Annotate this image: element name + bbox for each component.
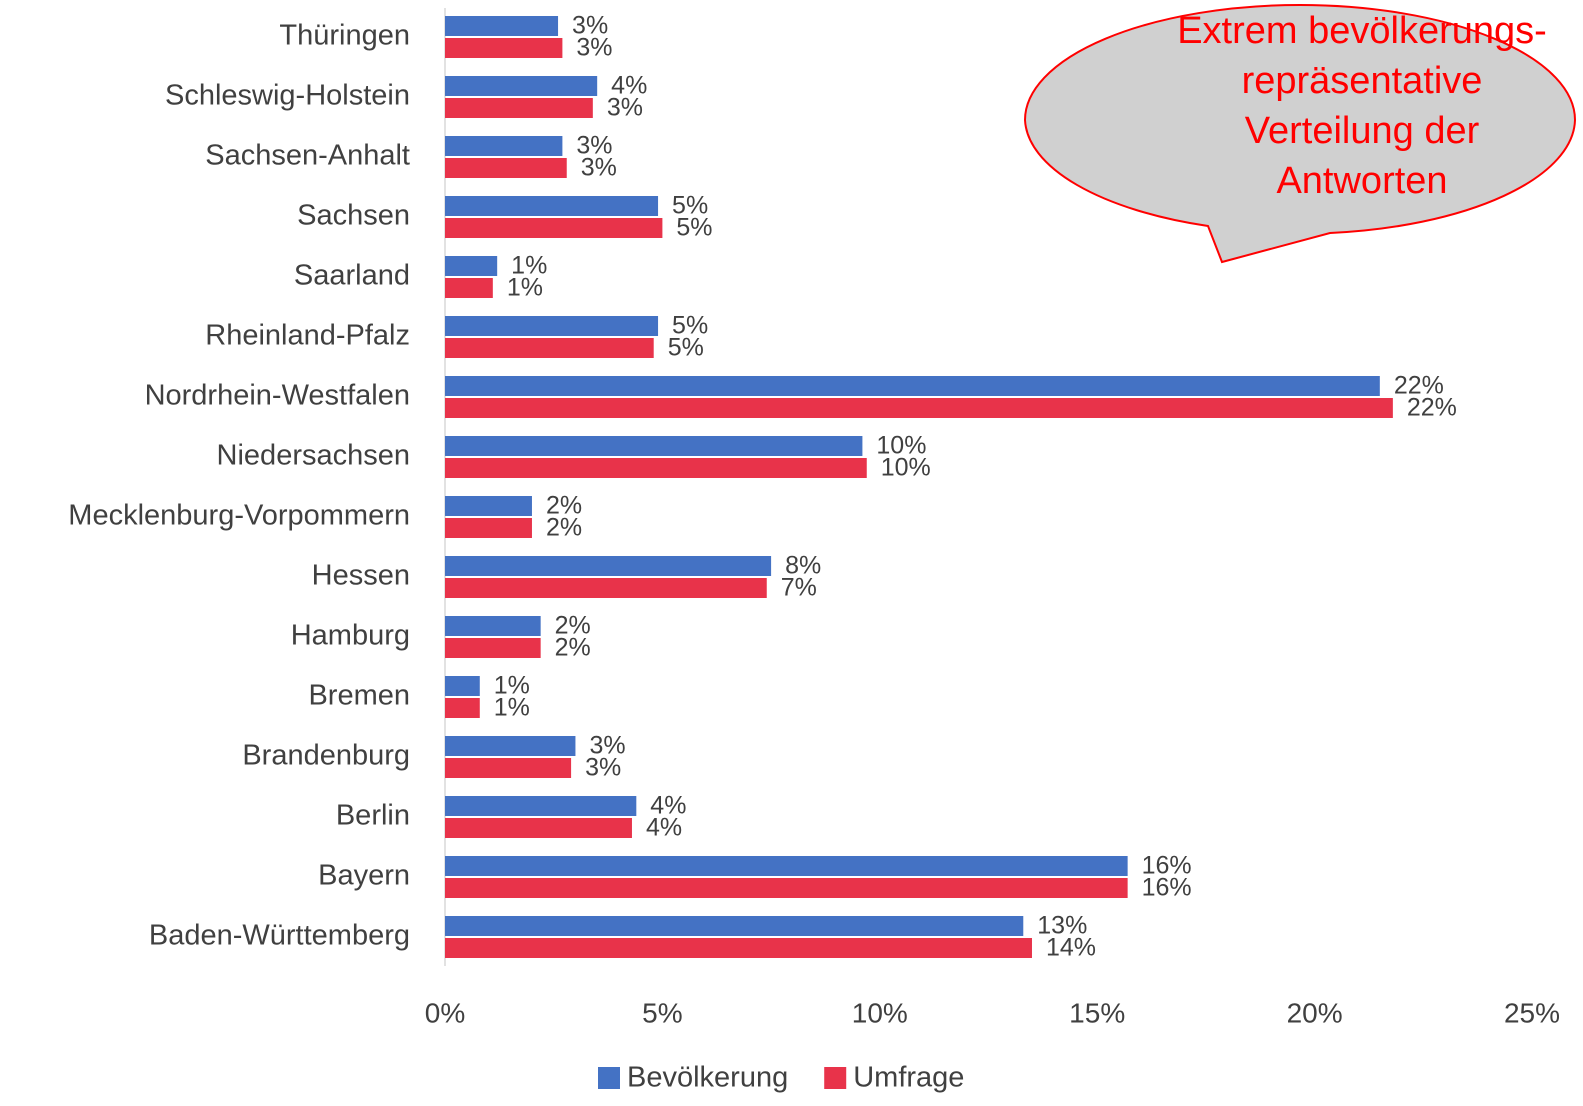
bar [445,218,663,238]
x-tick-label: 25% [1504,997,1560,1028]
y-tick-label: Schleswig-Holstein [165,80,410,112]
data-label: 2% [555,634,591,662]
legend-label: Bevölkerung [627,1062,788,1094]
data-label: 3% [576,132,612,160]
bar [445,316,659,336]
x-tick-label: 10% [852,997,908,1028]
y-tick-label: Hessen [312,560,410,592]
data-label: 1% [507,274,543,302]
data-label: 8% [785,552,821,580]
legend-label: Umfrage [853,1062,964,1094]
bar [445,916,1024,936]
bar [445,16,559,36]
bar [445,98,593,118]
y-tick-label: Rheinland-Pfalz [205,320,410,352]
data-label: 5% [668,334,704,362]
data-label: 16% [1142,852,1192,880]
bar [445,938,1032,958]
bar [445,338,654,358]
x-tick-label: 15% [1069,997,1125,1028]
bar [445,758,572,778]
x-tick-label: 0% [425,997,465,1028]
bar [445,158,567,178]
data-label: 1% [494,672,530,700]
bar [445,676,480,696]
annotation: Antworten [1276,160,1447,202]
y-tick-label: Sachsen [297,200,410,232]
bar [445,76,598,96]
bar [445,278,493,298]
legend-swatch [824,1067,847,1089]
bar [445,376,1380,396]
bar [445,556,772,576]
bar [445,398,1393,418]
bar [445,458,867,478]
data-label: 3% [576,34,612,62]
data-label: 5% [676,214,712,242]
data-label: 5% [672,312,708,340]
data-label: 3% [585,754,621,782]
bar [445,698,480,718]
data-label: 3% [572,12,608,40]
y-tick-label: Berlin [336,800,410,832]
bar [445,256,498,276]
bar [445,436,863,456]
data-label: 2% [546,492,582,520]
legend-swatch [598,1067,620,1089]
annotation: Extrem bevölkerungs- [1177,10,1547,52]
data-label: 3% [589,732,625,760]
data-label: 4% [650,792,686,820]
data-label: 4% [646,814,682,842]
data-label: 10% [881,454,931,482]
x-tick-label: 5% [642,997,682,1028]
y-tick-label: Bremen [308,680,410,712]
bar [445,136,563,156]
bar [445,518,532,538]
data-label: 1% [511,252,547,280]
data-label: 14% [1046,934,1096,962]
y-tick-label: Saarland [294,260,410,292]
y-tick-label: Hamburg [291,620,410,652]
y-tick-label: Thüringen [279,20,410,52]
bar [445,638,541,658]
data-label: 13% [1037,912,1087,940]
data-label: 22% [1394,372,1444,400]
callout [1023,3,1577,264]
y-tick-label: Sachsen-Anhalt [205,140,410,172]
data-label: 3% [607,94,643,122]
y-tick-label: Baden-Württemberg [149,920,410,952]
bar [445,578,767,598]
y-tick-label: Brandenburg [242,740,410,772]
data-label: 3% [581,154,617,182]
y-tick-label: Bayern [318,860,410,892]
data-label: 5% [672,192,708,220]
bar [445,196,659,216]
y-tick-label: Niedersachsen [217,440,410,472]
bar [445,496,532,516]
data-label: 2% [546,514,582,542]
annotation: Verteilung der [1245,110,1480,152]
bar [445,856,1128,876]
bar [445,616,541,636]
data-label: 1% [494,694,530,722]
x-tick-label: 20% [1287,997,1343,1028]
data-label: 4% [611,72,647,100]
data-label: 22% [1407,394,1457,422]
bar [445,736,576,756]
y-tick-label: Nordrhein-Westfalen [145,380,410,412]
bar [445,796,637,816]
y-tick-label: Mecklenburg-Vorpommern [68,500,410,532]
bar [445,818,632,838]
data-label: 10% [876,432,926,460]
data-label: 16% [1142,874,1192,902]
bar [445,878,1128,898]
bar [445,38,563,58]
data-label: 2% [555,612,591,640]
annotation: repräsentative [1242,60,1483,102]
data-label: 7% [781,574,817,602]
